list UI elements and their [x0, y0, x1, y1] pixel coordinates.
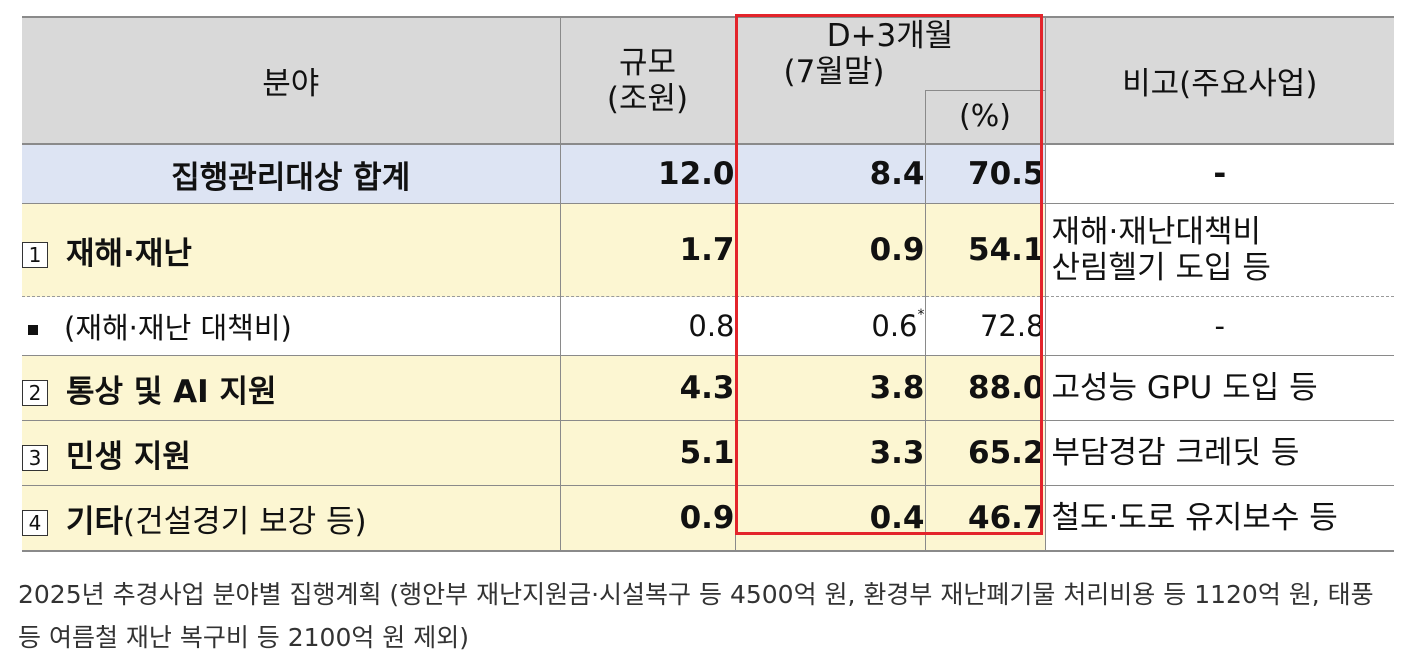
row-note: 부담경감 크레딧 등	[1044, 420, 1395, 486]
row-label: 2 통상 및 AI 지원	[22, 355, 560, 421]
table-row-disaster-sub: (재해·재난 대책비) 0.8 0.6* 72.8 -	[22, 296, 1395, 356]
row-pct: 46.7	[924, 485, 1046, 552]
row-exec: 0.9	[734, 203, 925, 297]
row-note: -	[1044, 296, 1395, 356]
number-box: 1	[22, 242, 48, 268]
row-scale: 12.0	[559, 144, 735, 204]
row-pct: 72.8	[924, 296, 1046, 356]
number-box: 4	[22, 510, 48, 536]
asterisk-mark: *	[917, 307, 925, 323]
row-label: 3 민생 지원	[22, 420, 560, 486]
header-d3: D+3개월 (7월말)	[734, 16, 1046, 91]
header-scale-line2: (조원)	[606, 80, 689, 117]
row-pct: 65.2	[924, 420, 1046, 486]
header-row: 분야 규모 (조원) D+3개월 (7월말) 비고(주요사업)	[22, 16, 1395, 145]
header-scale: 규모 (조원)	[559, 16, 735, 145]
row-label: 4 기타(건설경기 보강 등)	[22, 485, 560, 552]
header-d3-blank	[735, 90, 925, 145]
row-scale: 4.3	[559, 355, 735, 421]
row-note-line2: 산림헬기 도입 등	[1051, 250, 1271, 286]
row-note: -	[1044, 144, 1395, 204]
row-scale: 0.8	[559, 296, 735, 356]
row-pct: 54.1	[924, 203, 1046, 297]
row-note-line1: 재해·재난대책비	[1051, 214, 1262, 250]
header-subrow: (%)	[22, 90, 1394, 145]
bullet-icon	[28, 325, 38, 335]
header-scale-line1: 규모	[618, 44, 677, 81]
row-scale: 0.9	[559, 485, 735, 552]
caption: 2025년 추경사업 분야별 집행계획 (행안부 재난지원금·시설복구 등 45…	[18, 580, 1374, 652]
row-note: 재해·재난대책비 산림헬기 도입 등	[1044, 203, 1395, 297]
row-exec: 3.3	[734, 420, 925, 486]
row-scale: 1.7	[559, 203, 735, 297]
row-label-extra: (건설경기 보강 등)	[123, 503, 367, 540]
row-label: 1 재해·재난	[22, 203, 560, 297]
header-d3-line1: D+3개월	[826, 18, 954, 54]
number-box: 2	[22, 380, 48, 406]
header-d3-line2: (7월말)	[783, 54, 885, 90]
header-pct: (%)	[924, 90, 1046, 145]
row-exec: 0.4	[734, 485, 925, 552]
budget-table: 분야 규모 (조원) D+3개월 (7월말) 비고(주요사업) (%) 집행관리…	[22, 16, 1395, 552]
row-label: (재해·재난 대책비)	[22, 296, 560, 356]
row-scale: 5.1	[559, 420, 735, 486]
row-note: 고성능 GPU 도입 등	[1044, 355, 1395, 421]
header-remarks: 비고(주요사업)	[1044, 16, 1395, 145]
row-label: 집행관리대상 합계	[22, 144, 560, 204]
table-row-disaster: 1 재해·재난 1.7 0.9 54.1 재해·재난대책비 산림헬기 도입 등	[22, 203, 1395, 297]
row-exec: 8.4	[734, 144, 925, 204]
number-box: 3	[22, 445, 48, 471]
table-row-livelihood: 3 민생 지원 5.1 3.3 65.2 부담경감 크레딧 등	[22, 420, 1395, 486]
row-exec: 3.8	[734, 355, 925, 421]
table-row-other: 4 기타(건설경기 보강 등) 0.9 0.4 46.7 철도·도로 유지보수 등	[22, 485, 1395, 552]
row-exec: 0.6*	[734, 296, 925, 356]
row-pct: 70.5	[924, 144, 1046, 204]
row-pct: 88.0	[924, 355, 1046, 421]
header-field: 분야	[22, 16, 560, 145]
row-note: 철도·도로 유지보수 등	[1044, 485, 1395, 552]
table-row-trade-ai: 2 통상 및 AI 지원 4.3 3.8 88.0 고성능 GPU 도입 등	[22, 355, 1395, 421]
table-row-total: 집행관리대상 합계 12.0 8.4 70.5 -	[22, 144, 1395, 204]
